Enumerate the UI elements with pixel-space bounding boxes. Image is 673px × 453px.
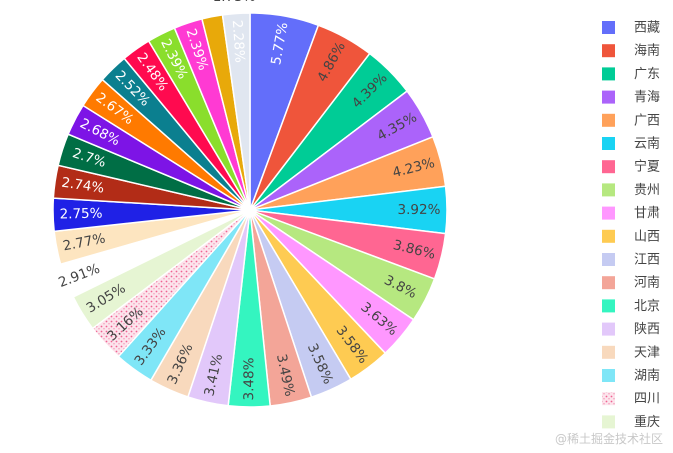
legend-swatch — [602, 415, 615, 429]
legend-item[interactable]: 北京 — [602, 299, 660, 314]
legend-item[interactable]: 广东 — [602, 67, 660, 82]
legend-item[interactable]: 四川 — [602, 392, 660, 407]
legend-item[interactable]: 海南 — [602, 43, 660, 59]
legend-swatch — [602, 137, 615, 150]
legend-label: 重庆 — [634, 414, 660, 430]
legend-label: 海南 — [634, 43, 660, 59]
legend-label: 山西 — [634, 229, 660, 244]
legend-item[interactable]: 广西 — [602, 113, 660, 128]
legend-swatch — [602, 44, 615, 58]
pie-slices — [46, 12, 448, 408]
legend-item[interactable]: 甘肃 — [602, 206, 660, 221]
slice-percent-label: 1.73% — [213, 0, 256, 5]
legend-item[interactable]: 陕西 — [602, 322, 660, 337]
legend-label: 青海 — [634, 90, 660, 105]
legend-swatch — [602, 229, 615, 243]
legend-label: 贵州 — [634, 183, 660, 198]
legend-swatch — [602, 253, 615, 266]
legend-label: 四川 — [634, 392, 660, 407]
legend-swatch — [602, 183, 615, 197]
legend-swatch — [602, 160, 615, 174]
legend-label: 湖南 — [634, 368, 660, 384]
legend-label: 广东 — [634, 67, 660, 82]
legend-swatch — [602, 299, 615, 313]
watermark: @稀土掘金技术社区 — [554, 432, 663, 446]
legend-swatch — [602, 392, 615, 406]
legend-item[interactable]: 重庆 — [602, 414, 660, 430]
legend-item[interactable]: 湖南 — [602, 368, 660, 384]
legend-item[interactable]: 贵州 — [602, 183, 660, 198]
legend-swatch — [602, 369, 615, 382]
legend-swatch — [602, 345, 615, 359]
legend-item[interactable]: 江西 — [602, 253, 660, 268]
legend-label: 北京 — [634, 299, 660, 314]
slice-percent-label: 3.92% — [398, 202, 441, 218]
slice-percent-label: 5.77% — [268, 21, 291, 66]
legend-label: 宁夏 — [634, 159, 660, 175]
slice-percent-label: 2.75% — [59, 206, 102, 223]
pie-slice-31[interactable] — [221, 12, 251, 211]
legend-item[interactable]: 云南 — [602, 136, 660, 152]
pie-slice-18[interactable] — [72, 209, 251, 330]
slice-percent-label: 3.48% — [241, 357, 257, 400]
legend-item[interactable]: 西藏 — [602, 21, 660, 36]
legend-swatch — [602, 206, 615, 220]
legend-label: 陕西 — [634, 322, 660, 337]
legend-label: 天津 — [634, 345, 660, 360]
legend-item[interactable]: 宁夏 — [602, 159, 660, 175]
legend-swatch — [602, 21, 615, 34]
legend-swatch — [602, 322, 615, 336]
legend-item[interactable]: 河南 — [602, 275, 660, 291]
legend-swatch — [602, 90, 615, 104]
legend-swatch — [602, 113, 615, 127]
legend-swatch — [602, 276, 615, 290]
legend-label: 江西 — [634, 253, 660, 268]
legend-label: 甘肃 — [634, 206, 660, 221]
legend-swatch — [602, 67, 615, 81]
legend-label: 云南 — [634, 136, 660, 152]
legend-item[interactable]: 青海 — [602, 90, 660, 105]
legend-label: 河南 — [634, 275, 660, 291]
slice-percent-label: 2.28% — [229, 19, 248, 63]
legend-item[interactable]: 天津 — [602, 345, 660, 360]
legend-label: 西藏 — [634, 21, 660, 36]
slice-percent-label: 2.74% — [60, 175, 105, 197]
legend-label: 广西 — [634, 113, 660, 128]
legend-item[interactable]: 山西 — [602, 229, 660, 244]
pie-slice-19[interactable] — [46, 214, 238, 304]
